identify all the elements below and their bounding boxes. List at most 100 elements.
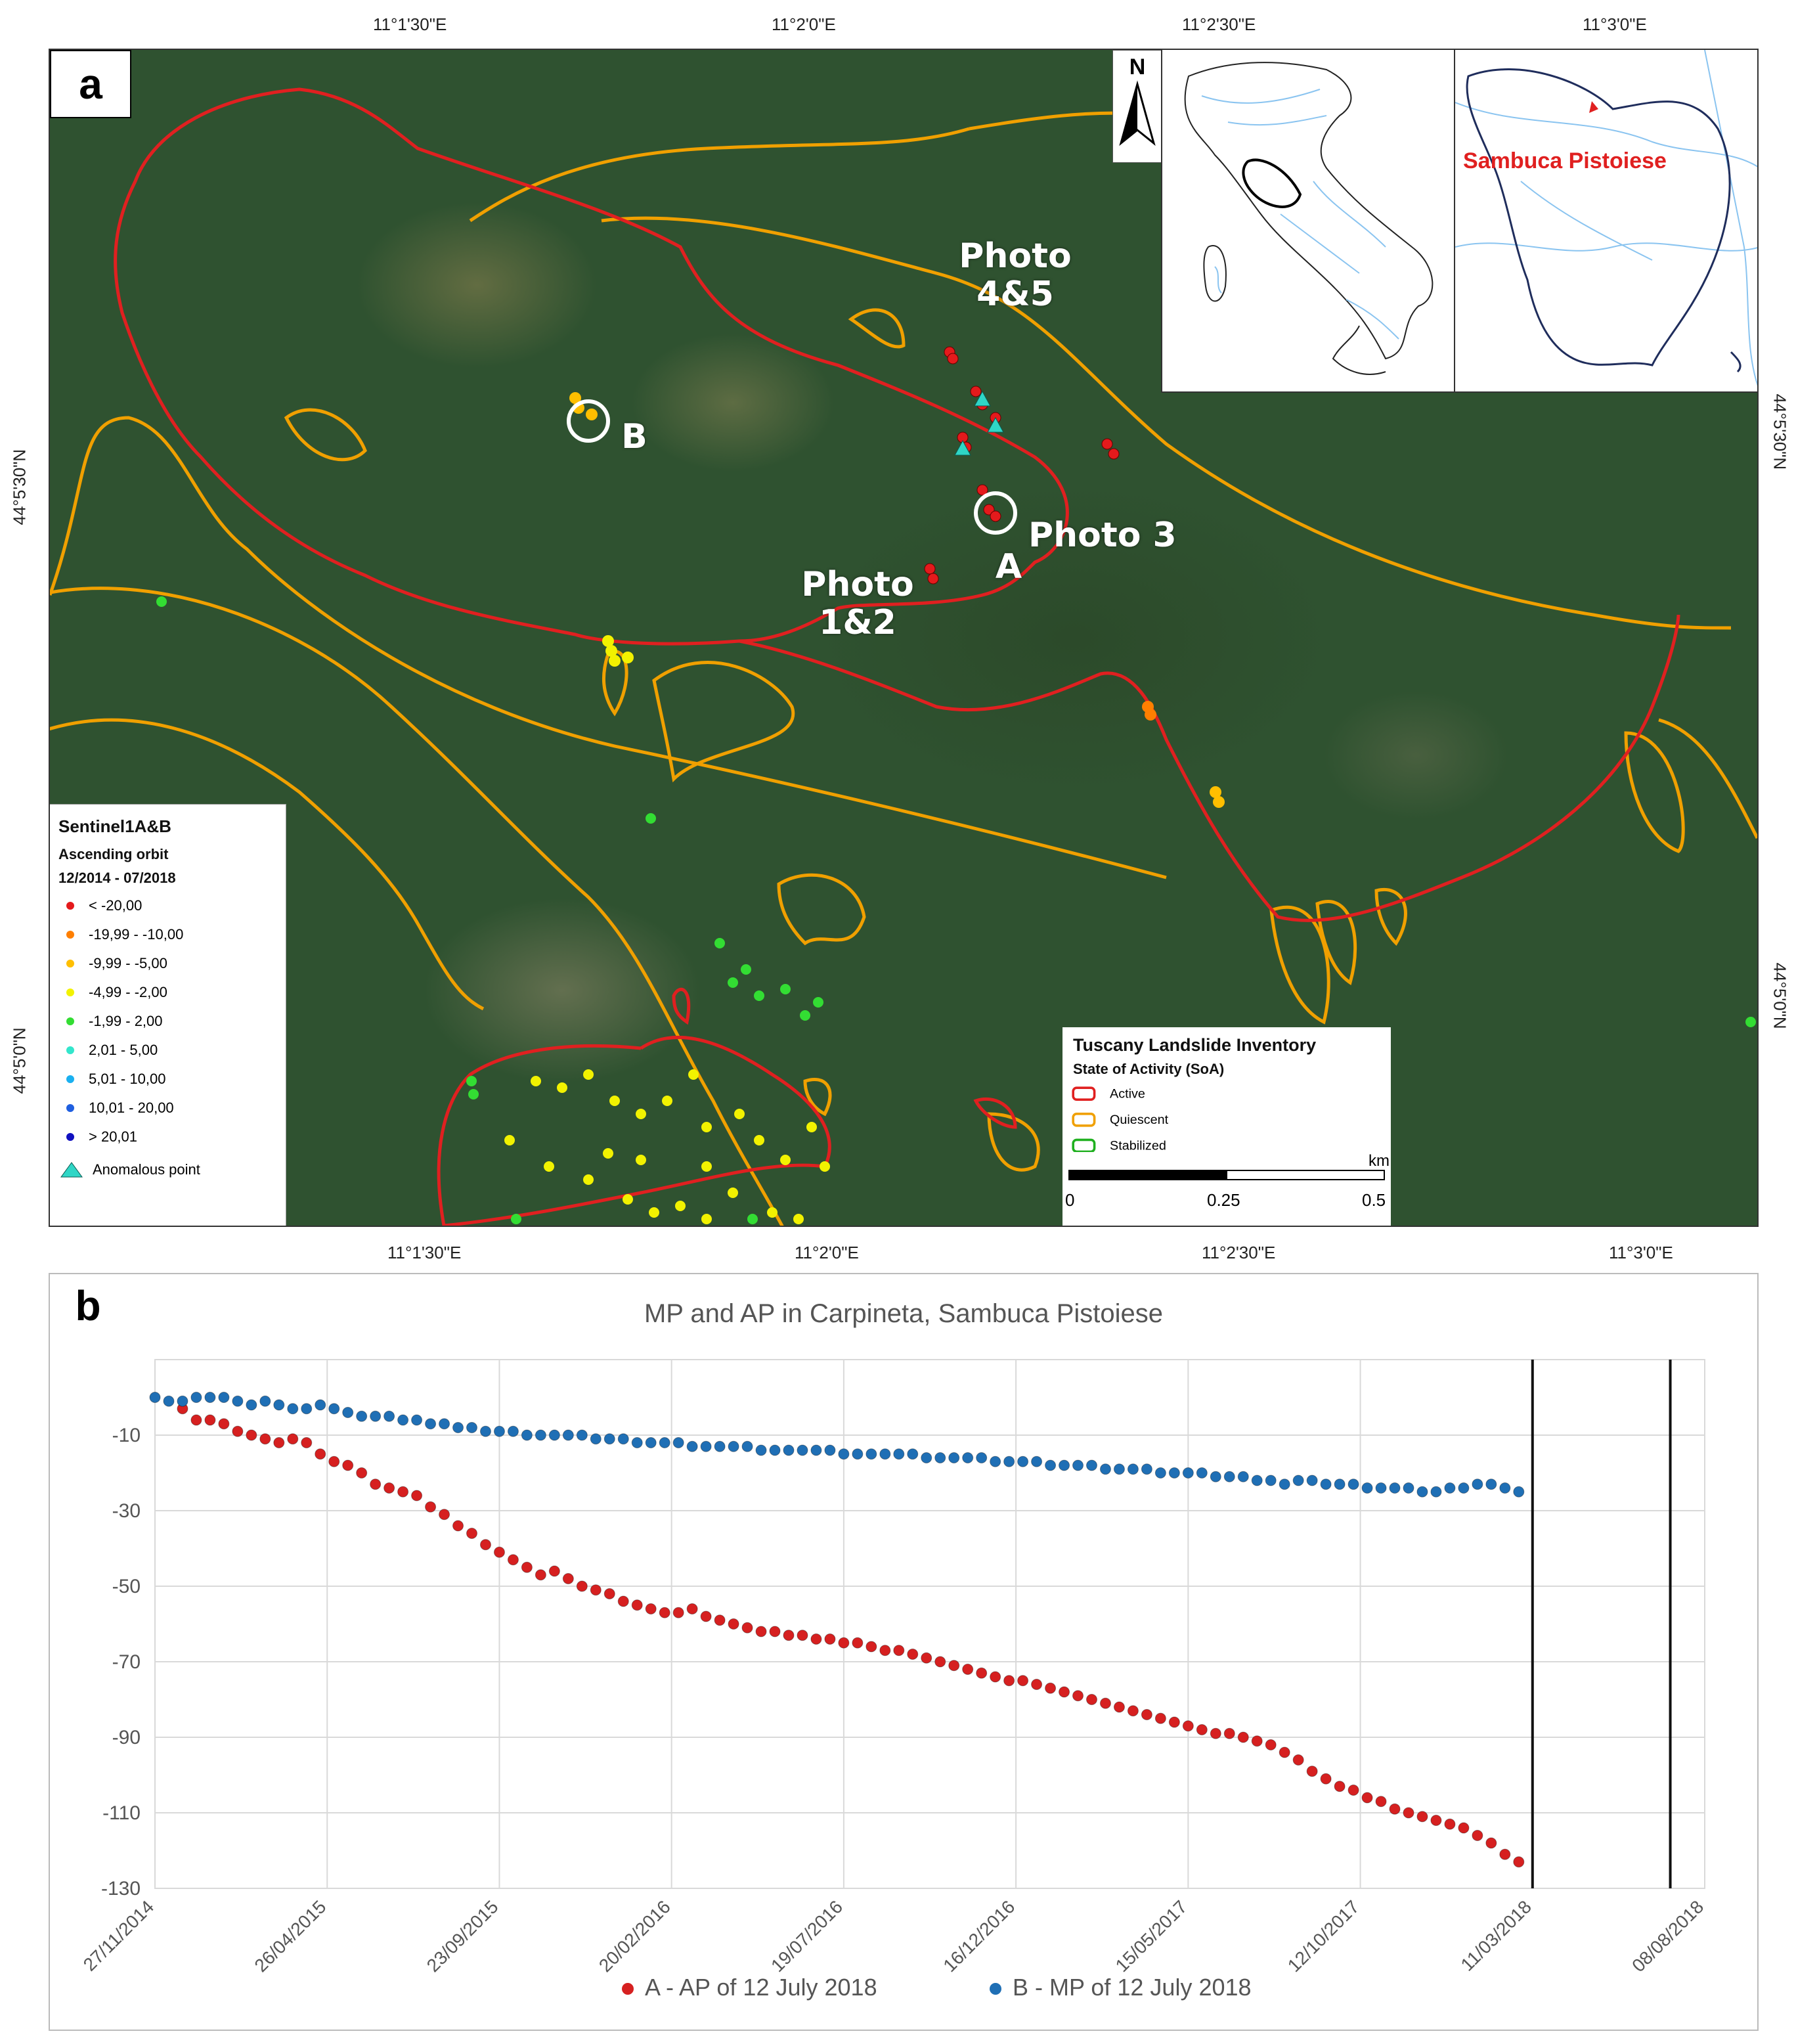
series-b-point <box>1472 1478 1483 1490</box>
x-tick-label: 23/09/2015 <box>423 1896 502 1976</box>
x-tick-label: 08/08/2018 <box>1628 1896 1707 1976</box>
scalebar-tick-0: 0 <box>1065 1190 1075 1210</box>
coord-bottom-1: 11°1'30"E <box>387 1243 462 1262</box>
legend-ps-dot-icon <box>66 1104 74 1112</box>
series-a-point <box>466 1528 477 1539</box>
series-b-point <box>259 1395 271 1407</box>
legend-ps-classes: < -20,00 -19,99 - -10,00 -9,99 - -5,00 -4,9… <box>50 893 286 1149</box>
series-a-point <box>1003 1675 1015 1687</box>
series-b-point <box>1223 1471 1235 1482</box>
series-b-point <box>301 1403 313 1415</box>
series-a-point <box>1279 1746 1290 1758</box>
label-point-b: B <box>621 417 647 456</box>
series-a-point <box>411 1490 423 1501</box>
series-b-point <box>1127 1463 1139 1475</box>
legend-inventory-swatch-icon <box>1072 1138 1096 1153</box>
legend-inventory-swatch-icon <box>1072 1086 1096 1101</box>
series-b-point <box>659 1437 670 1448</box>
series-b-point <box>1375 1482 1387 1494</box>
series-b-point <box>1499 1482 1511 1494</box>
series-a-point <box>1513 1856 1525 1868</box>
series-a-point <box>1499 1848 1511 1860</box>
y-tick-label: -70 <box>112 1651 141 1673</box>
series-b-point <box>631 1437 643 1448</box>
series-b-point <box>976 1452 988 1463</box>
series-a-point <box>631 1599 643 1611</box>
series-b-point <box>548 1429 560 1441</box>
series-b-point <box>370 1410 382 1422</box>
series-a-point <box>1375 1796 1387 1808</box>
series-b-point <box>783 1444 795 1456</box>
series-a-point <box>1099 1697 1111 1709</box>
series-a-point <box>672 1607 684 1618</box>
y-tick-label: -110 <box>102 1802 141 1824</box>
series-b-point <box>1458 1482 1470 1494</box>
series-a-point <box>1485 1837 1497 1849</box>
series-b-point <box>714 1440 726 1452</box>
series-b-point <box>342 1407 354 1418</box>
x-tick-label: 16/12/2016 <box>939 1896 1018 1976</box>
series-b-point <box>576 1429 588 1441</box>
coord-right-1: 44°5'30"N <box>1770 393 1790 470</box>
x-tick-label: 19/07/2016 <box>767 1896 846 1976</box>
series-a-point <box>1031 1679 1043 1690</box>
legend-ps-label: -1,99 - 2,00 <box>89 1013 163 1029</box>
series-a-point <box>686 1603 698 1614</box>
series-a-point <box>246 1429 257 1441</box>
series-a-point <box>1458 1822 1470 1834</box>
y-tick-label: -30 <box>112 1500 141 1522</box>
satellite-map: a Photo 4&5 Photo 1&2 Photo 3 A B N <box>49 49 1759 1227</box>
series-b-point <box>1306 1475 1318 1486</box>
scalebar: km 0 0.25 0.5 <box>1062 1152 1391 1226</box>
scalebar-tick-05: 0.5 <box>1362 1190 1386 1210</box>
series-a-point <box>590 1584 602 1596</box>
x-tick-label: 11/03/2018 <box>1457 1896 1535 1975</box>
coord-bottom-3: 11°2'30"E <box>1202 1243 1276 1262</box>
series-a-point <box>1320 1773 1332 1785</box>
series-b-point <box>1485 1478 1497 1490</box>
series-b-point <box>1389 1482 1401 1494</box>
series-a-point <box>1472 1830 1483 1841</box>
legend-ps-class: -9,99 - -5,00 <box>66 951 286 976</box>
series-a-point <box>439 1509 450 1521</box>
x-tick-label: 20/02/2016 <box>595 1896 674 1976</box>
series-a-point <box>259 1433 271 1445</box>
legend-anomalous-row: Anomalous point <box>58 1160 286 1180</box>
x-tick-label: 27/11/2014 <box>79 1896 158 1975</box>
series-a-point <box>1168 1716 1180 1728</box>
coord-left-1: 44°5'30"N <box>9 449 30 525</box>
series-a-point <box>700 1611 712 1622</box>
coord-bottom-2: 11°2'0"E <box>795 1243 859 1262</box>
series-a-point <box>356 1467 368 1478</box>
legend-ps-label: 5,01 - 10,00 <box>89 1071 166 1087</box>
series-a-point <box>328 1455 340 1467</box>
series-b-point <box>645 1437 657 1448</box>
coord-top-2: 11°2'0"E <box>772 14 836 34</box>
series-b-point <box>1031 1455 1043 1467</box>
series-a-point <box>425 1501 437 1513</box>
series-a-point <box>810 1633 822 1645</box>
legend-inventory-label: Active <box>1110 1086 1145 1101</box>
series-a-point <box>562 1573 574 1584</box>
legend-ps-label: < -20,00 <box>89 897 142 914</box>
legend-ps-dot-icon <box>66 960 74 967</box>
label-photo-3: Photo 3 <box>1028 516 1177 555</box>
inset-label-sambuca: Sambuca Pistoiese <box>1463 148 1667 173</box>
chart-legend-label: B - MP of 12 July 2018 <box>1013 1974 1252 2001</box>
coord-left-2: 44°5'0"N <box>9 1027 30 1094</box>
series-b-point <box>852 1448 864 1460</box>
legend-ps-label: -19,99 - -10,00 <box>89 926 184 943</box>
y-tick-label: -50 <box>112 1576 141 1597</box>
legend-inventory-item: Quiescent <box>1072 1109 1358 1130</box>
series-a-point <box>232 1425 244 1437</box>
series-b-point <box>934 1452 946 1463</box>
y-tick-label: -130 <box>101 1878 141 1900</box>
italy-map-drawing <box>1184 62 1434 375</box>
chart-legend-marker-icon <box>622 1983 634 1995</box>
series-b-point <box>700 1440 712 1452</box>
series-b-point <box>948 1452 960 1463</box>
legend-ps-period: 12/2014 - 07/2018 <box>58 870 176 886</box>
series-b-point <box>1347 1478 1359 1490</box>
series-b-point <box>273 1399 285 1411</box>
